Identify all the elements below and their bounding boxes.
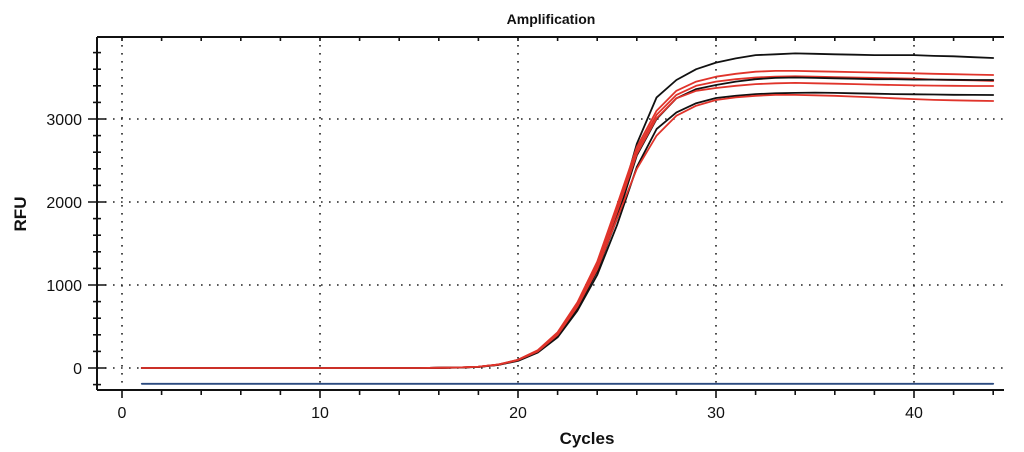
axes [88, 36, 1004, 398]
x-tick-label: 20 [509, 405, 527, 422]
x-tick-label: 30 [707, 405, 725, 422]
data-series [140, 52, 995, 385]
y-tick-label: 2000 [46, 195, 82, 212]
x-axis-label: Cycles [560, 429, 615, 448]
y-axis-label: RFU [11, 197, 30, 232]
y-tick-label: 0 [73, 361, 82, 378]
y-tick-label: 3000 [46, 112, 82, 129]
x-tick-label: 40 [905, 405, 923, 422]
x-tick-label: 10 [311, 405, 329, 422]
chart-title: Amplification [507, 11, 596, 27]
y-tick-label: 1000 [46, 278, 82, 295]
tick-labels: 0 10 20 30 40 0 1000 2000 3000 [46, 112, 923, 422]
series-line-6 [140, 91, 995, 369]
x-tick-label: 0 [118, 405, 127, 422]
grid-lines [97, 37, 1004, 390]
series-line-7 [140, 94, 995, 369]
